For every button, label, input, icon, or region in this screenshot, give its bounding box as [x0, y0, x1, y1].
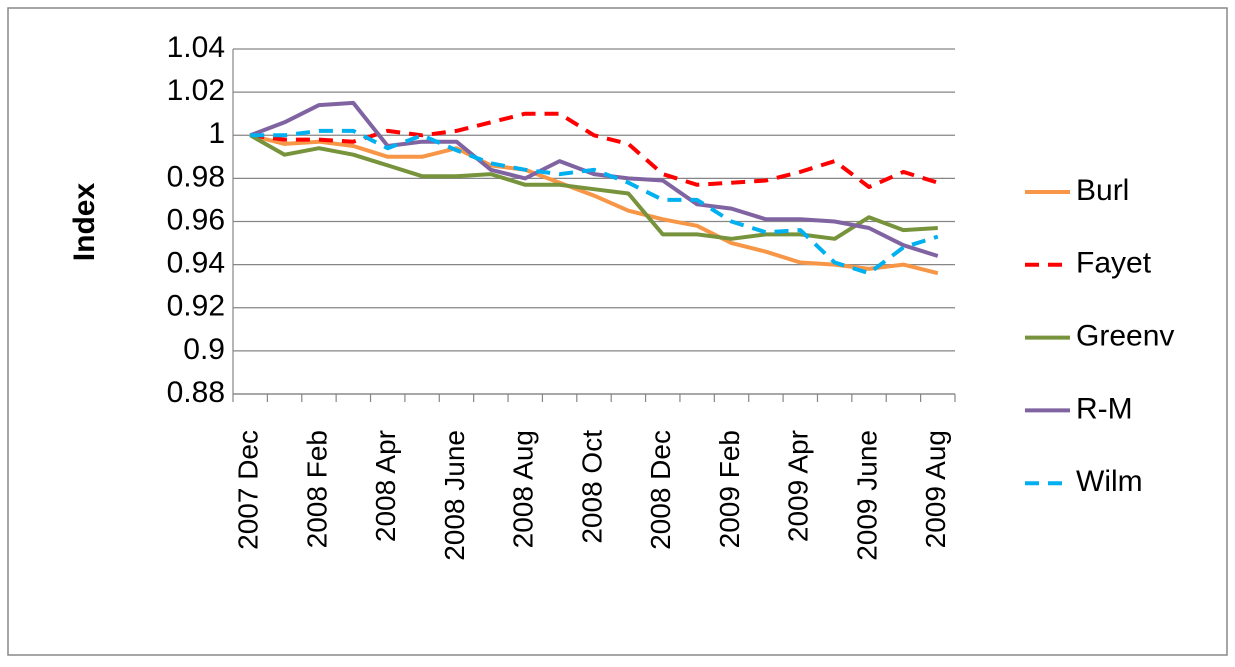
legend-label: Fayet: [1076, 247, 1152, 280]
series-line: [250, 128, 939, 276]
series-line: [249, 133, 939, 276]
series-line: [249, 100, 939, 258]
y-tick-label: 0.9: [183, 333, 225, 366]
x-tick-label: 2009 Feb: [714, 430, 745, 548]
x-tick-label: 2008 Aug: [508, 430, 539, 548]
y-tick-label: 1: [208, 117, 225, 150]
legend-label: Greenv: [1076, 320, 1174, 353]
x-tick-label: 2009 Aug: [920, 430, 951, 548]
x-tick-label: 2008 Oct: [576, 430, 607, 544]
y-tick-label: 1.02: [167, 74, 225, 107]
legend-label: R-M: [1076, 392, 1133, 425]
x-tick-label: 2009 Apr: [783, 430, 814, 542]
chart-frame: [7, 7, 1228, 656]
x-tick-label: 2008 Dec: [645, 430, 676, 550]
y-axis-title: Index: [68, 183, 101, 262]
y-tick-label: 0.94: [167, 247, 225, 280]
series-line: [249, 133, 938, 241]
x-tick-label: 2008 Feb: [301, 430, 332, 548]
legend-label: Burl: [1076, 174, 1129, 207]
y-tick-label: 1.04: [167, 31, 225, 64]
y-tick-label: 0.96: [167, 203, 225, 236]
legend-label: Wilm: [1076, 465, 1143, 498]
y-tick-label: 0.92: [167, 290, 225, 323]
y-tick-label: 0.98: [167, 160, 225, 193]
x-tick-label: 2008 June: [439, 430, 470, 561]
x-tick-label: 2007 Dec: [233, 430, 264, 550]
x-tick-label: 2008 Apr: [370, 430, 401, 542]
y-tick-label: 0.88: [167, 376, 225, 409]
x-tick-label: 2009 June: [851, 430, 882, 561]
